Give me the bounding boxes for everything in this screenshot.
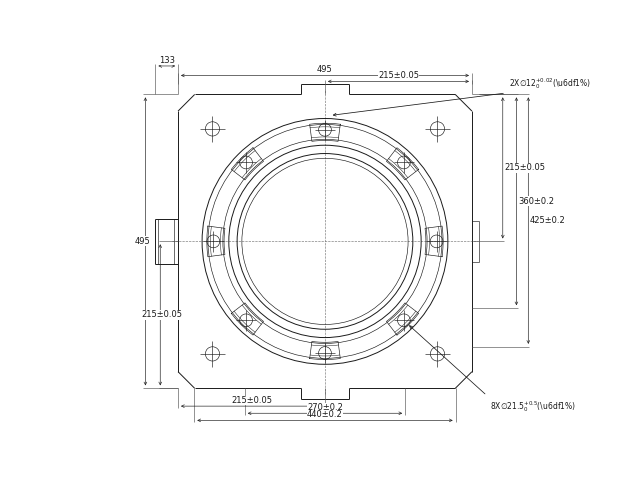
Text: 133: 133 [159, 56, 175, 65]
Text: 495: 495 [134, 237, 150, 246]
Text: 440±0.2: 440±0.2 [307, 410, 343, 419]
Text: 495: 495 [317, 65, 333, 74]
Text: 215±0.05: 215±0.05 [141, 310, 182, 319]
Text: 215±0.05: 215±0.05 [378, 71, 419, 80]
Text: 215±0.05: 215±0.05 [231, 396, 272, 405]
Text: 425±0.2: 425±0.2 [530, 216, 566, 225]
Text: 8X$\emptyset$21.5$^{+0.5}_{0}$(\u6df1%): 8X$\emptyset$21.5$^{+0.5}_{0}$(\u6df1%) [490, 399, 576, 413]
Text: 2X$\emptyset$12$^{+0.02}_{0}$(\u6df1%): 2X$\emptyset$12$^{+0.02}_{0}$(\u6df1%) [509, 76, 591, 91]
Text: 360±0.2: 360±0.2 [519, 197, 554, 206]
Text: 270±0.2: 270±0.2 [307, 403, 343, 412]
Text: 215±0.05: 215±0.05 [505, 163, 545, 173]
